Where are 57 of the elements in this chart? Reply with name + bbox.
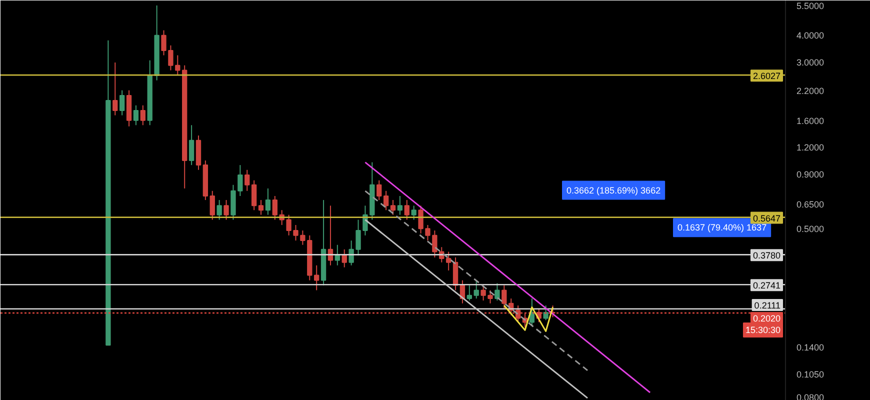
candlestick <box>251 180 257 211</box>
candlestick <box>258 200 264 216</box>
y-tick-label: 0.6500 <box>796 200 824 210</box>
candlestick <box>397 196 403 216</box>
ref-line-label: 2.6027 <box>752 71 781 82</box>
candlestick <box>238 164 243 196</box>
line-series <box>503 304 554 332</box>
y-tick-label: 0.1400 <box>796 342 824 353</box>
y-tick-label: 0.9000 <box>796 169 824 180</box>
candlestick <box>446 251 452 271</box>
candlestick <box>119 90 125 116</box>
y-tick-label: 3.0000 <box>796 57 824 68</box>
candlestick <box>480 284 486 302</box>
candlestick <box>272 196 278 220</box>
ref-line-label: 0.2020 <box>752 313 781 324</box>
candlestick <box>314 264 320 291</box>
y-tick-label: 1.2000 <box>796 142 824 153</box>
ref-line-label: 0.2111 <box>754 300 781 310</box>
candlestick <box>216 200 222 220</box>
candlestick <box>502 284 507 309</box>
ref-line-label: 0.5647 <box>752 213 781 224</box>
candlestick <box>474 280 479 300</box>
y-tick-label: 0.5000 <box>796 224 824 234</box>
candlestick <box>411 205 416 220</box>
candlestick <box>188 124 194 166</box>
candlestick <box>390 200 396 216</box>
y-tick-label: 2.2000 <box>796 86 824 96</box>
candlestick <box>133 104 139 126</box>
candlestick <box>244 169 250 192</box>
candlestick <box>452 256 458 291</box>
candlestick <box>265 188 271 216</box>
candlestick <box>210 190 215 220</box>
candlestick <box>161 30 166 56</box>
candlestick <box>348 240 354 266</box>
candlestick <box>494 282 500 302</box>
y-tick-label: 4.0000 <box>796 30 824 41</box>
annotation: 0.3662 (185.69%) 3662 <box>566 185 661 196</box>
candlestick <box>404 200 410 220</box>
candlestick <box>356 219 361 256</box>
candlestick <box>376 180 382 201</box>
candlestick <box>230 184 236 220</box>
y-tick-label: 0.1050 <box>796 369 824 380</box>
ref-line-label: 0.3780 <box>752 250 781 261</box>
candlestick <box>334 244 340 266</box>
y-tick-label: 5.5000 <box>796 0 824 11</box>
candlestick <box>466 284 472 302</box>
ref-line-label: 0.2741 <box>752 280 781 291</box>
candlestick <box>383 190 389 211</box>
candlestick <box>488 290 493 304</box>
candlestick <box>112 62 118 116</box>
y-tick-label: 1.6000 <box>796 116 824 126</box>
candlestick <box>543 304 548 321</box>
annotation: 15:30:30 <box>745 325 781 335</box>
candlestick <box>140 104 146 126</box>
candlestick <box>224 200 229 220</box>
candlestick <box>342 248 347 268</box>
annotation: 0.1637 (79.40%) 1637 <box>678 222 767 233</box>
